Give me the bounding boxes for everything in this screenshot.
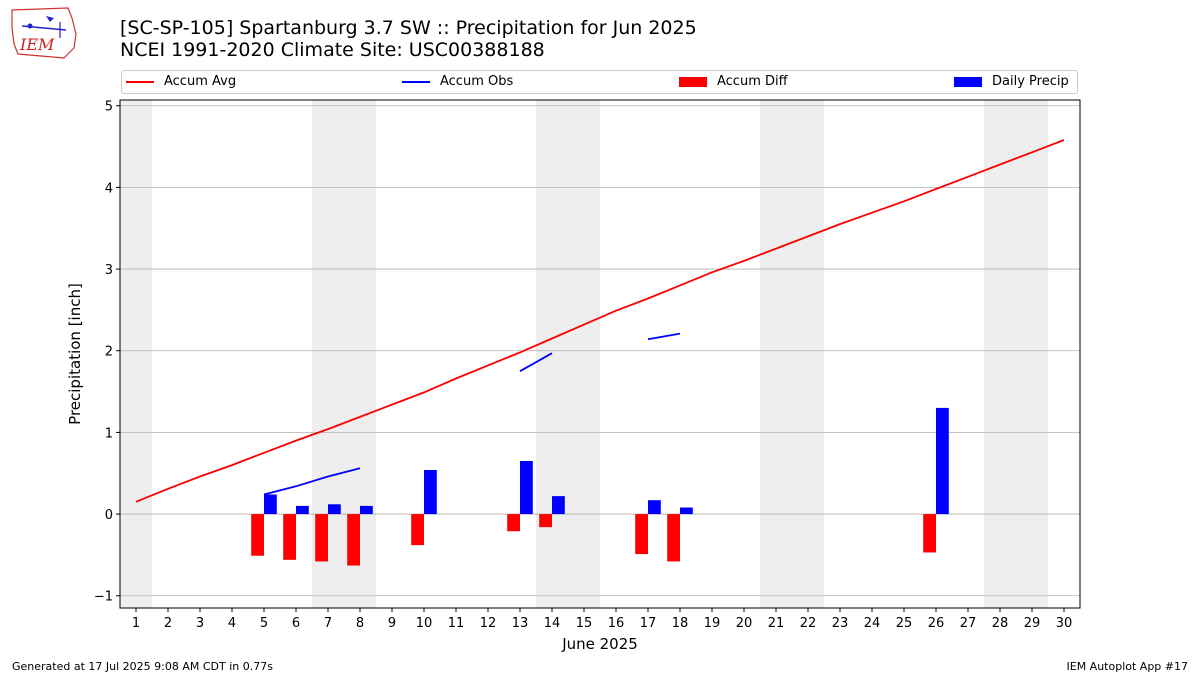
- x-tick-label-23: 23: [832, 616, 849, 631]
- legend-daily-precip-swatch: [954, 76, 982, 87]
- y-tick-label-5: 5: [105, 100, 113, 115]
- daily-precip-bar-8: [360, 505, 373, 515]
- x-tick-label-14: 14: [544, 616, 561, 631]
- accum-diff-bar-13: [507, 514, 520, 532]
- footer-generated: Generated at 17 Jul 2025 9:08 AM CDT in …: [12, 660, 273, 673]
- x-tick-label-25: 25: [896, 616, 913, 631]
- accum-diff-bar-6: [283, 514, 296, 560]
- x-tick-label-18: 18: [672, 616, 689, 631]
- accum-diff-bar-14: [539, 514, 552, 528]
- bars: [251, 407, 949, 566]
- x-tick-label-24: 24: [864, 616, 881, 631]
- daily-precip-bar-10: [424, 469, 437, 515]
- x-tick-label-26: 26: [928, 616, 945, 631]
- weekend-shade-2: [536, 100, 600, 608]
- x-tick-label-6: 6: [292, 616, 300, 631]
- x-tick-label-27: 27: [960, 616, 977, 631]
- x-tick-label-12: 12: [480, 616, 497, 631]
- y-tick-label-1: 1: [105, 426, 113, 441]
- daily-precip-bar-14: [552, 496, 565, 515]
- accum-obs-line-2: [647, 332, 681, 341]
- legend-accum-diff-label: Accum Diff: [717, 74, 788, 89]
- y-tick-label--1: −1: [94, 590, 113, 605]
- accum-diff-bar-17: [635, 514, 648, 555]
- x-tick-label-30: 30: [1056, 616, 1073, 631]
- daily-precip-bar-7: [328, 504, 341, 515]
- accum-diff-bar-8: [347, 514, 360, 566]
- accum-avg-line: [135, 139, 1065, 503]
- x-tick-label-11: 11: [448, 616, 465, 631]
- iem-logo: IEM: [11, 7, 77, 59]
- legend-accum-diff: Accum Diff: [679, 74, 788, 89]
- legend-accum-diff-swatch: [679, 76, 707, 87]
- accum-diff-bar-5: [251, 514, 264, 556]
- daily-precip-bar-6: [296, 505, 309, 515]
- daily-precip-bar-13: [520, 460, 533, 515]
- accum-diff-bar-26: [923, 514, 936, 553]
- x-tick-label-29: 29: [1024, 616, 1041, 631]
- y-tick-label-3: 3: [105, 263, 113, 278]
- legend-daily-precip: Daily Precip: [954, 74, 1069, 89]
- y-tick-label-4: 4: [105, 181, 113, 196]
- x-tick-label-22: 22: [800, 616, 817, 631]
- x-tick-label-15: 15: [576, 616, 593, 631]
- x-tick-label-5: 5: [260, 616, 268, 631]
- x-tick-label-21: 21: [768, 616, 785, 631]
- y-tick-label-0: 0: [105, 508, 113, 523]
- logo-text: IEM: [19, 35, 55, 54]
- x-axis-label: June 2025: [561, 635, 638, 653]
- legend-accum-obs-swatch: [402, 80, 430, 83]
- legend-daily-precip-label: Daily Precip: [992, 74, 1069, 89]
- x-tick-label-16: 16: [608, 616, 625, 631]
- daily-precip-bar-18: [680, 507, 693, 515]
- y-tick-label-2: 2: [105, 345, 113, 360]
- y-axis-label: Precipitation [inch]: [66, 283, 84, 425]
- x-tick-label-28: 28: [992, 616, 1009, 631]
- legend-accum-obs-label: Accum Obs: [440, 74, 514, 89]
- accum-diff-bar-18: [667, 514, 680, 562]
- daily-precip-bar-5: [264, 494, 277, 515]
- x-tick-label-2: 2: [164, 616, 172, 631]
- accum-diff-bar-10: [411, 514, 424, 546]
- weekend-shade-3: [760, 100, 824, 608]
- legend-accum-avg: Accum Avg: [126, 74, 236, 89]
- x-tick-label-20: 20: [736, 616, 753, 631]
- x-tick-label-7: 7: [324, 616, 332, 631]
- x-tick-label-19: 19: [704, 616, 721, 631]
- x-tick-label-10: 10: [416, 616, 433, 631]
- x-tick-label-8: 8: [356, 616, 364, 631]
- chart-legend: Accum Avg Accum Obs Accum Diff Daily Pre…: [121, 70, 1078, 94]
- chart-subtitle: NCEI 1991-2020 Climate Site: USC00388188: [120, 39, 545, 61]
- accum-obs-line-0: [263, 467, 361, 496]
- footer-app: IEM Autoplot App #17: [1066, 660, 1189, 673]
- plot-frame: [119, 99, 1081, 609]
- x-tick-label-9: 9: [388, 616, 396, 631]
- x-tick-label-3: 3: [196, 616, 204, 631]
- legend-accum-avg-label: Accum Avg: [164, 74, 237, 89]
- x-tick-label-17: 17: [640, 616, 657, 631]
- x-tick-label-4: 4: [228, 616, 236, 631]
- daily-precip-bar-17: [648, 500, 661, 515]
- x-tick-label-13: 13: [512, 616, 529, 631]
- legend-accum-obs: Accum Obs: [402, 74, 513, 89]
- legend-accum-avg-swatch: [126, 80, 154, 83]
- accum-obs-line-1: [519, 352, 553, 372]
- grid-lines: [120, 105, 1080, 597]
- chart-title: [SC-SP-105] Spartanburg 3.7 SW :: Precip…: [120, 17, 697, 39]
- daily-precip-bar-26: [936, 407, 949, 515]
- weekend-shading: [120, 100, 1048, 608]
- x-tick-label-1: 1: [132, 616, 140, 631]
- weekend-shade-0: [120, 100, 152, 608]
- accum-diff-bar-7: [315, 514, 328, 562]
- weekend-shade-4: [984, 100, 1048, 608]
- series-lines: [135, 139, 1065, 503]
